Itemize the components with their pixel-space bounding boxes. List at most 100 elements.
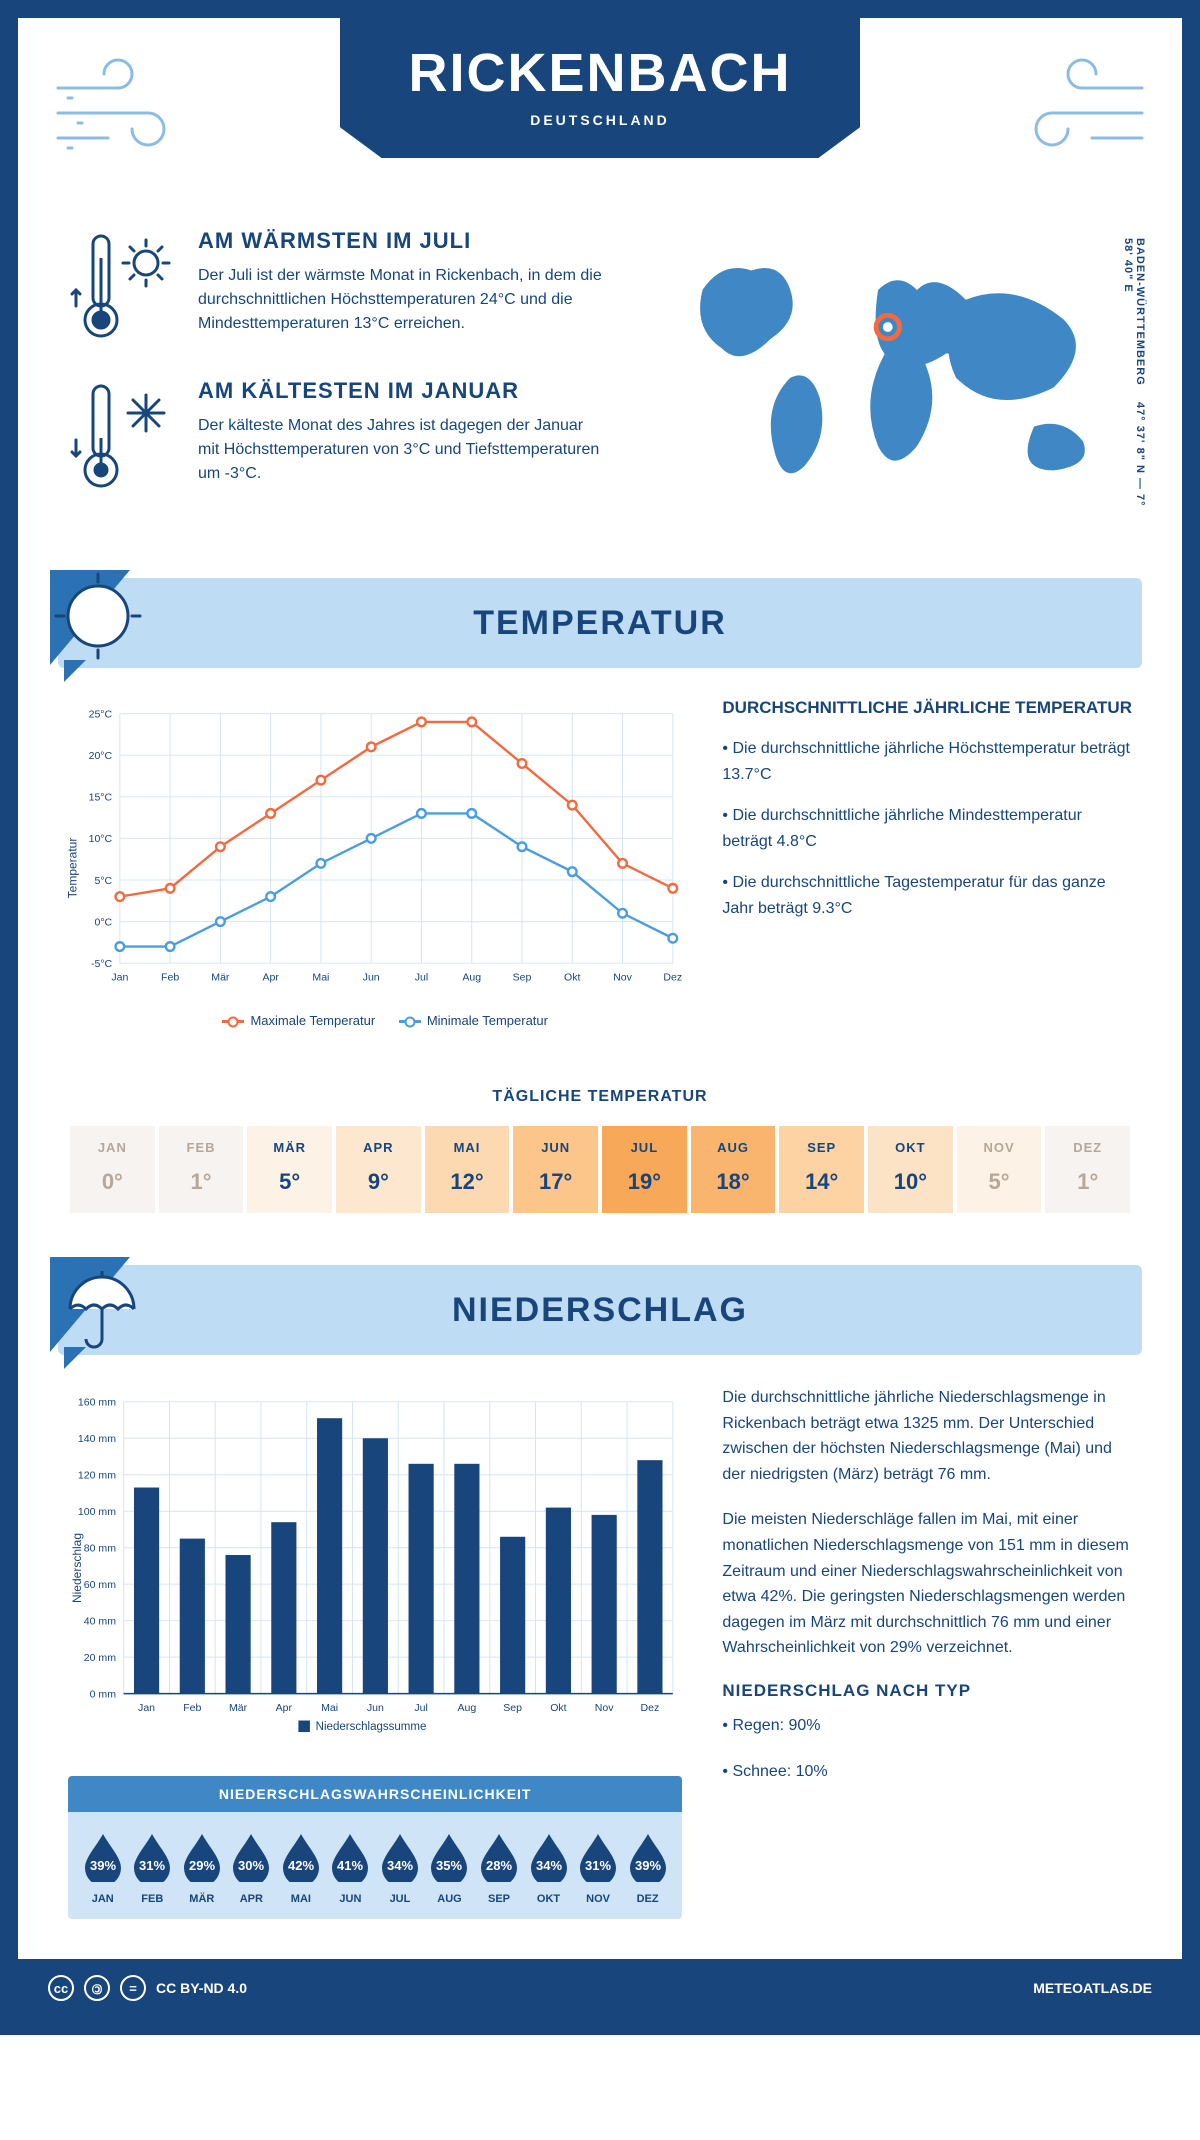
daily-temp-cell: SEP14° bbox=[777, 1124, 866, 1215]
temp-legend: Maximale Temperatur Minimale Temperatur bbox=[68, 1013, 682, 1028]
prob-drop: 30% APR bbox=[229, 1830, 273, 1905]
prob-drop: 31% FEB bbox=[130, 1830, 174, 1905]
temperature-body: Temperatur -5°C0°C5°C10°C15°C20°C25°CJan… bbox=[18, 698, 1182, 1058]
svg-text:0 mm: 0 mm bbox=[90, 1688, 117, 1700]
daily-temp-cell: MÄR5° bbox=[245, 1124, 334, 1215]
svg-text:Apr: Apr bbox=[262, 971, 279, 983]
precip-type-bullet: • Schnee: 10% bbox=[722, 1759, 1132, 1785]
temp-bullet: • Die durchschnittliche jährliche Höchst… bbox=[722, 736, 1132, 787]
prob-drop: 42% MAI bbox=[279, 1830, 323, 1905]
daily-temp-cell: FEB1° bbox=[157, 1124, 246, 1215]
wind-icon bbox=[992, 48, 1152, 168]
thermometer-hot-icon bbox=[68, 228, 178, 348]
precip-bar-chart: 0 mm20 mm40 mm60 mm80 mm100 mm120 mm140 … bbox=[68, 1385, 682, 1745]
title-ribbon: RICKENBACH DEUTSCHLAND bbox=[340, 18, 860, 158]
fact-warm-title: AM WÄRMSTEN IM JULI bbox=[198, 228, 604, 254]
prob-drop: 39% DEZ bbox=[626, 1830, 670, 1905]
temp-line-chart: -5°C0°C5°C10°C15°C20°C25°CJanFebMärAprMa… bbox=[68, 698, 682, 998]
temperature-summary: DURCHSCHNITTLICHE JÄHRLICHE TEMPERATUR •… bbox=[722, 698, 1132, 1038]
svg-text:31%: 31% bbox=[139, 1858, 165, 1873]
page: RICKENBACH DEUTSCHLAND bbox=[0, 0, 1200, 2035]
fact-warmest: AM WÄRMSTEN IM JULI Der Juli ist der wär… bbox=[68, 228, 604, 348]
prob-drop: 28% SEP bbox=[477, 1830, 521, 1905]
precip-ylabel: Niederschlag bbox=[70, 1532, 84, 1602]
wind-icon bbox=[48, 48, 208, 168]
prob-drop: 35% AUG bbox=[427, 1830, 471, 1905]
temperature-banner: TEMPERATUR bbox=[58, 578, 1142, 668]
map-column: BADEN-WÜRTTEMBERG 47° 37' 8" N — 7° 58' … bbox=[644, 228, 1132, 528]
fact-cold-title: AM KÄLTESTEN IM JANUAR bbox=[198, 378, 604, 404]
svg-text:39%: 39% bbox=[635, 1858, 661, 1873]
temp-bullet: • Die durchschnittliche jährliche Mindes… bbox=[722, 803, 1132, 854]
banner-ribbon-fold bbox=[64, 660, 86, 682]
daily-temp-cell: APR9° bbox=[334, 1124, 423, 1215]
svg-text:100 mm: 100 mm bbox=[78, 1506, 116, 1518]
prob-title: NIEDERSCHLAGSWAHRSCHEINLICHKEIT bbox=[68, 1776, 682, 1812]
precip-probability-box: NIEDERSCHLAGSWAHRSCHEINLICHKEIT 39% JAN … bbox=[68, 1776, 682, 1919]
daily-temp-cell: NOV5° bbox=[955, 1124, 1044, 1215]
site-name: METEOATLAS.DE bbox=[1033, 1980, 1152, 1996]
license-text: CC BY-ND 4.0 bbox=[156, 1980, 247, 1996]
temp-side-title: DURCHSCHNITTLICHE JÄHRLICHE TEMPERATUR bbox=[722, 698, 1132, 718]
svg-text:5°C: 5°C bbox=[94, 875, 112, 887]
temperature-chart: Temperatur -5°C0°C5°C10°C15°C20°C25°CJan… bbox=[68, 698, 682, 1038]
svg-text:40 mm: 40 mm bbox=[84, 1616, 116, 1628]
prob-drop: 31% NOV bbox=[576, 1830, 620, 1905]
svg-text:Jul: Jul bbox=[414, 1702, 427, 1714]
svg-text:Feb: Feb bbox=[161, 971, 179, 983]
precip-paragraph: Die durchschnittliche jährliche Niedersc… bbox=[722, 1385, 1132, 1487]
svg-text:Aug: Aug bbox=[457, 1702, 476, 1714]
svg-text:160 mm: 160 mm bbox=[78, 1397, 116, 1409]
by-icon: 🄯 bbox=[84, 1975, 110, 2001]
precip-body: Niederschlag 0 mm20 mm40 mm60 mm80 mm100… bbox=[18, 1385, 1182, 1959]
svg-text:29%: 29% bbox=[189, 1858, 215, 1873]
page-subtitle: DEUTSCHLAND bbox=[340, 112, 860, 128]
temp-bullet: • Die durchschnittliche Tagestemperatur … bbox=[722, 870, 1132, 921]
svg-text:Jan: Jan bbox=[138, 1702, 155, 1714]
svg-text:Niederschlagssumme: Niederschlagssumme bbox=[316, 1721, 427, 1733]
daily-temp-grid: JAN0°FEB1°MÄR5°APR9°MAI12°JUN17°JUL19°AU… bbox=[68, 1124, 1132, 1215]
svg-text:Nov: Nov bbox=[595, 1702, 614, 1714]
svg-text:Okt: Okt bbox=[564, 971, 580, 983]
precip-paragraph: Die meisten Niederschläge fallen im Mai,… bbox=[722, 1507, 1132, 1661]
section-title-temperature: TEMPERATUR bbox=[473, 604, 727, 643]
svg-text:Mär: Mär bbox=[211, 971, 230, 983]
header: RICKENBACH DEUTSCHLAND bbox=[18, 18, 1182, 228]
svg-text:Sep: Sep bbox=[513, 971, 532, 983]
license-block: cc 🄯 = CC BY-ND 4.0 bbox=[48, 1975, 247, 2001]
svg-text:Dez: Dez bbox=[641, 1702, 660, 1714]
svg-text:28%: 28% bbox=[486, 1858, 512, 1873]
fact-warm-text: Der Juli ist der wärmste Monat in Ricken… bbox=[198, 264, 604, 336]
svg-text:Apr: Apr bbox=[276, 1702, 293, 1714]
svg-text:0°C: 0°C bbox=[94, 916, 112, 928]
svg-text:Mai: Mai bbox=[312, 971, 329, 983]
precip-banner: NIEDERSCHLAG bbox=[58, 1265, 1142, 1355]
banner-ribbon-fold bbox=[64, 1347, 86, 1369]
daily-temp-cell: MAI12° bbox=[423, 1124, 512, 1215]
svg-text:Okt: Okt bbox=[550, 1702, 566, 1714]
cc-icon: cc bbox=[48, 1975, 74, 2001]
prob-drop: 41% JUN bbox=[328, 1830, 372, 1905]
daily-temp-cell: AUG18° bbox=[689, 1124, 778, 1215]
daily-temp-cell: DEZ1° bbox=[1043, 1124, 1132, 1215]
prob-drop: 29% MÄR bbox=[180, 1830, 224, 1905]
svg-text:Feb: Feb bbox=[183, 1702, 201, 1714]
svg-text:39%: 39% bbox=[90, 1858, 116, 1873]
section-title-precip: NIEDERSCHLAG bbox=[452, 1291, 748, 1330]
intro-row: AM WÄRMSTEN IM JULI Der Juli ist der wär… bbox=[18, 228, 1182, 568]
svg-text:34%: 34% bbox=[387, 1858, 413, 1873]
svg-text:15°C: 15°C bbox=[89, 792, 113, 804]
world-map bbox=[644, 228, 1132, 508]
svg-text:Nov: Nov bbox=[613, 971, 632, 983]
svg-text:-5°C: -5°C bbox=[91, 958, 113, 970]
svg-text:120 mm: 120 mm bbox=[78, 1470, 116, 1482]
svg-text:Dez: Dez bbox=[663, 971, 682, 983]
prob-drop: 34% OKT bbox=[527, 1830, 571, 1905]
svg-text:30%: 30% bbox=[238, 1858, 264, 1873]
temp-ylabel: Temperatur bbox=[65, 838, 79, 899]
coords-text: BADEN-WÜRTTEMBERG 47° 37' 8" N — 7° 58' … bbox=[1122, 238, 1146, 528]
fact-cold-text: Der kälteste Monat des Jahres ist dagege… bbox=[198, 414, 604, 486]
svg-text:Mär: Mär bbox=[229, 1702, 248, 1714]
svg-text:Jan: Jan bbox=[111, 971, 128, 983]
svg-text:20 mm: 20 mm bbox=[84, 1652, 116, 1664]
